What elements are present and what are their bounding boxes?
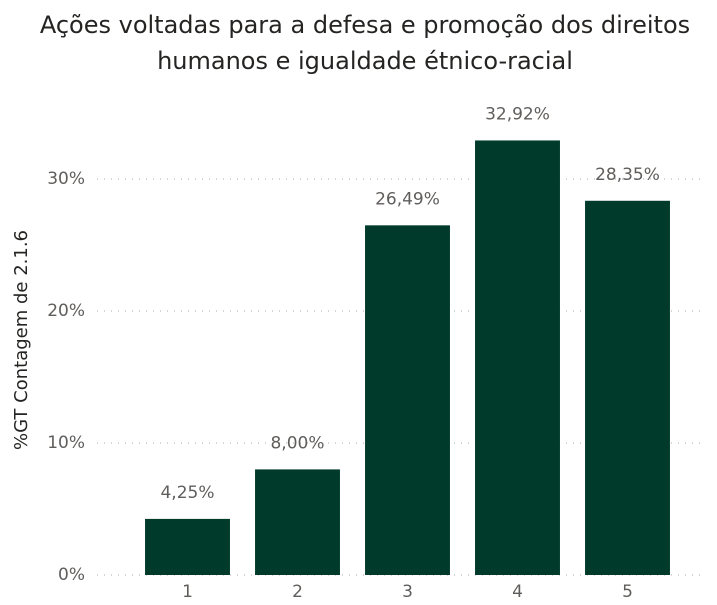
chart-title: humanos e igualdade étnico-racial <box>157 47 573 75</box>
y-tick-label: 10% <box>47 433 85 453</box>
y-tick-label: 20% <box>47 301 85 321</box>
bar <box>585 200 670 575</box>
x-tick-label: 5 <box>622 582 633 601</box>
x-tick-label: 3 <box>402 582 413 601</box>
data-label: 26,49% <box>375 189 440 209</box>
data-label: 32,92% <box>485 104 550 124</box>
data-label: 28,35% <box>595 165 660 185</box>
y-axis-label: %GT Contagem de 2.1.6 <box>11 230 32 450</box>
data-label: 8,00% <box>270 433 324 453</box>
y-tick-label: 0% <box>58 565 85 585</box>
bar <box>255 469 340 575</box>
bar <box>365 225 450 575</box>
y-tick-label: 30% <box>47 169 85 189</box>
x-tick-label: 2 <box>292 582 303 601</box>
bar <box>475 140 560 575</box>
chart-title: Ações voltadas para a defesa e promoção … <box>40 11 690 39</box>
bar <box>145 518 230 575</box>
x-tick-label: 1 <box>182 582 193 601</box>
data-label: 4,25% <box>160 483 214 503</box>
x-tick-label: 4 <box>512 582 523 601</box>
